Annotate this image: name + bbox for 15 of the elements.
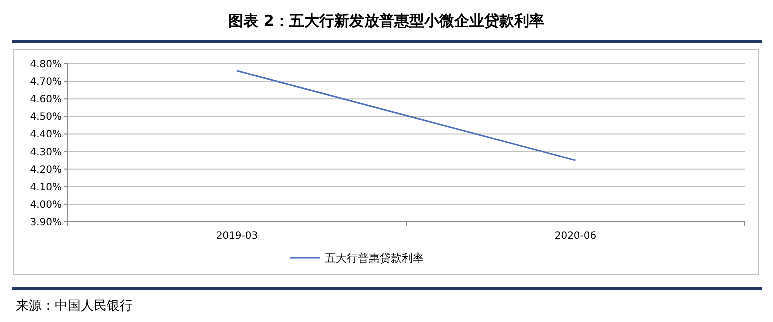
y-tick-label: 4.10%	[30, 182, 62, 194]
x-tick-label: 2019-03	[216, 231, 258, 242]
y-tick-label: 4.00%	[30, 200, 62, 211]
x-tick-label: 2020-06	[554, 231, 597, 242]
y-tick-label: 3.90%	[30, 218, 62, 228]
legend-label: 五大行普惠贷款利率	[325, 252, 424, 265]
y-tick-label: 4.80%	[30, 60, 62, 70]
y-tick-label: 4.50%	[30, 112, 62, 124]
y-tick-label: 4.30%	[30, 147, 62, 158]
y-tick-label: 4.20%	[30, 164, 62, 176]
y-tick-label: 4.70%	[30, 77, 62, 88]
chart-title: 图表 2：五大行新发放普惠型小微企业贷款利率	[228, 12, 544, 30]
y-tick-label: 4.40%	[30, 130, 62, 141]
source-note: 来源：中国人民银行	[16, 299, 133, 314]
y-tick-label: 4.60%	[30, 94, 62, 106]
